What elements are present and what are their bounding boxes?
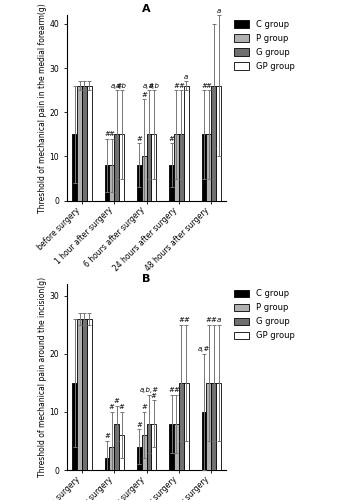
Bar: [119, 435, 124, 470]
Text: #: #: [141, 92, 147, 98]
Bar: [114, 134, 119, 200]
Bar: [82, 86, 87, 200]
Text: a: a: [216, 317, 221, 323]
Bar: [87, 319, 92, 470]
Text: a,b: a,b: [116, 83, 127, 89]
Text: #: #: [201, 83, 207, 89]
Text: #: #: [169, 387, 175, 393]
Bar: [174, 424, 179, 470]
Bar: [77, 319, 82, 470]
Bar: [211, 383, 216, 470]
Text: a: a: [216, 8, 221, 14]
Y-axis label: Threshold of mechanical pain in the medial forearm(g): Threshold of mechanical pain in the medi…: [37, 3, 47, 212]
Y-axis label: Threshold of mechanical pain around the incision(g): Threshold of mechanical pain around the …: [37, 277, 47, 477]
Legend: C group, P group, G group, GP group: C group, P group, G group, GP group: [233, 288, 295, 341]
Bar: [77, 86, 82, 200]
Text: a: a: [184, 74, 188, 80]
Text: #: #: [206, 317, 212, 323]
Text: a,#: a,#: [198, 346, 210, 352]
Text: a,#: a,#: [111, 83, 123, 89]
Bar: [216, 86, 221, 200]
Title: B: B: [143, 274, 151, 283]
Bar: [147, 134, 151, 200]
Text: #: #: [178, 317, 184, 323]
Bar: [82, 319, 87, 470]
Text: #: #: [109, 132, 115, 138]
Text: a,b: a,b: [148, 83, 159, 89]
Text: #: #: [104, 433, 110, 439]
Bar: [110, 166, 114, 200]
Bar: [119, 134, 124, 200]
Bar: [202, 412, 206, 470]
Bar: [211, 86, 216, 200]
Text: #: #: [119, 404, 124, 410]
Bar: [104, 166, 110, 200]
Bar: [216, 383, 221, 470]
Text: #: #: [151, 392, 157, 398]
Bar: [137, 447, 142, 470]
Bar: [110, 447, 114, 470]
Legend: C group, P group, G group, GP group: C group, P group, G group, GP group: [233, 19, 295, 72]
Bar: [142, 435, 147, 470]
Bar: [206, 383, 211, 470]
Bar: [169, 166, 174, 200]
Text: #: #: [136, 136, 142, 142]
Bar: [179, 134, 184, 200]
Text: #: #: [109, 404, 115, 410]
Text: #: #: [141, 404, 147, 410]
Bar: [142, 156, 147, 200]
Text: #: #: [136, 422, 142, 428]
Bar: [87, 86, 92, 200]
Bar: [147, 424, 151, 470]
Bar: [184, 383, 189, 470]
Text: #: #: [114, 398, 120, 404]
Text: #: #: [183, 317, 189, 323]
Bar: [179, 383, 184, 470]
Bar: [206, 134, 211, 200]
Text: #: #: [174, 387, 179, 393]
Bar: [114, 424, 119, 470]
Text: a,b,#: a,b,#: [140, 387, 159, 393]
Bar: [174, 134, 179, 200]
Bar: [151, 134, 156, 200]
Text: #: #: [169, 136, 175, 142]
Bar: [104, 458, 110, 470]
Bar: [72, 383, 77, 470]
Bar: [169, 424, 174, 470]
Text: #: #: [211, 317, 217, 323]
Bar: [137, 166, 142, 200]
Text: #: #: [104, 132, 110, 138]
Text: #: #: [178, 83, 184, 89]
Bar: [202, 134, 206, 200]
Text: #: #: [206, 83, 212, 89]
Bar: [151, 424, 156, 470]
Bar: [184, 86, 189, 200]
Bar: [72, 134, 77, 200]
Text: a,#: a,#: [143, 83, 155, 89]
Text: #: #: [174, 83, 179, 89]
Title: A: A: [142, 4, 151, 14]
